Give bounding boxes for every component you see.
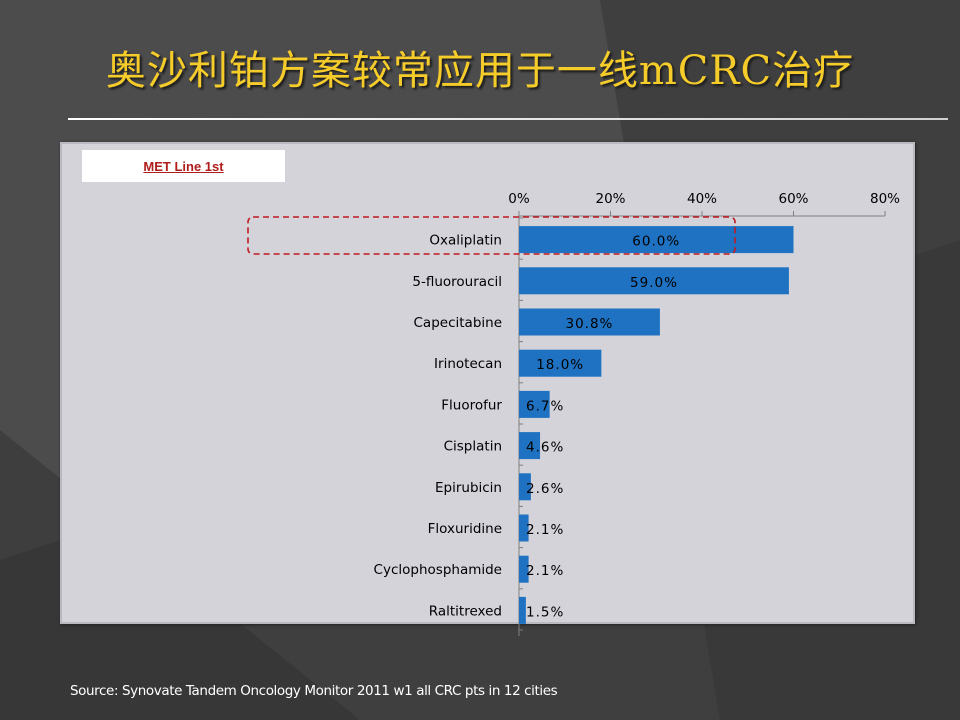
legend-label: MET Line 1st [143,158,224,174]
category-labels: Oxaliplatin 5-fluorouracil Capecitabine Iri… [374,233,503,620]
bar [519,432,541,460]
category-label: Cisplatin [444,439,502,455]
data-label: 2.6% [526,481,564,497]
category-label: 5-fluorouracil [412,274,502,290]
data-label: 6.7% [526,398,564,414]
source-note: Source: Synovate Tandem Oncology Monitor… [70,683,558,699]
bar [519,514,529,542]
x-tick-label: 60% [778,191,808,207]
slide-title: 奥沙利铂方案较常应用于一线mCRC治疗 [105,48,855,94]
x-tick-label: 40% [687,191,717,207]
x-axis: 0% 20% 40% 60% 80% [508,191,900,636]
data-label: 59.0% [630,275,678,291]
chart-panel [60,142,915,624]
category-label: Oxaliplatin [429,233,502,249]
data-label: 2.1% [526,522,564,538]
bar [519,349,602,377]
data-label: 2.1% [526,563,564,579]
x-tick-label: 20% [595,191,625,207]
data-label: 18.0% [536,357,584,373]
bar [519,473,531,501]
bar [519,308,660,336]
x-tick-label: 80% [870,191,900,207]
category-label: Fluorofur [441,397,502,413]
category-label: Epirubicin [435,480,502,496]
title-divider [68,118,948,120]
bar [519,390,550,418]
data-labels: 60.0% 59.0% 30.8% 18.0% 6.7% 4.6% 2.6% 2.1% 2.1%… [526,234,680,621]
category-label: Capecitabine [414,315,503,331]
legend: MET Line 1st [82,150,285,182]
data-label: 60.0% [632,234,680,250]
x-tick-label: 0% [508,191,530,207]
data-label: 4.6% [526,440,564,456]
data-label: 30.8% [566,316,614,332]
bar [519,267,789,295]
bars [519,226,794,624]
bar [519,596,526,624]
bar [519,226,794,254]
bar [519,555,529,583]
category-label: Raltitrexed [429,603,502,619]
category-label: Cyclophosphamide [374,562,502,578]
category-label: Floxuridine [428,521,502,537]
category-label: Irinotecan [434,356,502,372]
data-label: 1.5% [526,604,564,620]
